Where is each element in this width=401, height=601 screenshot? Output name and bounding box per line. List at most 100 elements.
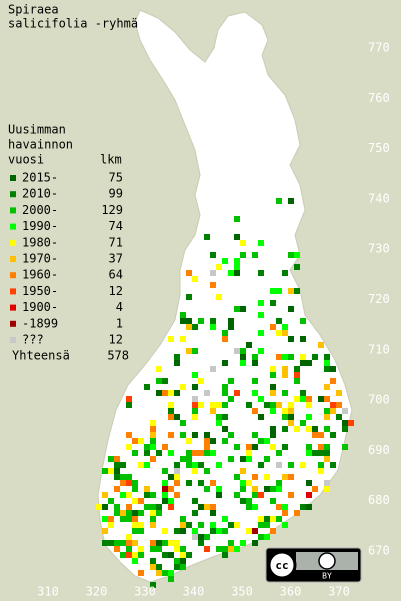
observation-dot xyxy=(252,474,258,480)
observation-dot xyxy=(150,558,156,564)
observation-dot xyxy=(132,510,138,516)
observation-dot xyxy=(228,378,234,384)
observation-dot xyxy=(204,534,210,540)
observation-dot xyxy=(240,468,246,474)
observation-dot xyxy=(162,378,168,384)
observation-dot xyxy=(192,348,198,354)
observation-dot xyxy=(336,402,342,408)
observation-dot xyxy=(186,270,192,276)
observation-dot xyxy=(180,528,186,534)
observation-dot xyxy=(252,528,258,534)
observation-dot xyxy=(318,462,324,468)
observation-dot xyxy=(258,438,264,444)
legend-count: 64 xyxy=(109,268,123,282)
cc-badge: cc BY xyxy=(265,547,362,583)
observation-dot xyxy=(198,534,204,540)
observation-dot xyxy=(228,540,234,546)
observation-dot xyxy=(180,384,186,390)
observation-dot xyxy=(342,420,348,426)
observation-dot xyxy=(186,480,192,486)
observation-dot xyxy=(264,516,270,522)
observation-dot xyxy=(192,510,198,516)
observation-dot xyxy=(318,468,324,474)
observation-dot xyxy=(300,354,306,360)
observation-dot xyxy=(306,396,312,402)
observation-dot xyxy=(294,288,300,294)
observation-dot xyxy=(186,522,192,528)
north-label: 770 xyxy=(368,41,390,55)
observation-dot xyxy=(174,474,180,480)
observation-dot xyxy=(144,450,150,456)
observation-dot xyxy=(138,438,144,444)
observation-dot xyxy=(210,270,216,276)
observation-dot xyxy=(288,288,294,294)
observation-dot xyxy=(282,408,288,414)
observation-dot xyxy=(132,438,138,444)
observation-dot xyxy=(132,540,138,546)
observation-dot xyxy=(180,564,186,570)
east-label: 360 xyxy=(280,585,302,599)
observation-dot xyxy=(270,372,276,378)
observation-dot xyxy=(234,270,240,276)
observation-dot xyxy=(234,234,240,240)
observation-dot xyxy=(258,414,264,420)
observation-dot xyxy=(240,456,246,462)
observation-dot xyxy=(294,372,300,378)
observation-dot xyxy=(246,450,252,456)
observation-dot xyxy=(288,492,294,498)
observation-dot xyxy=(120,510,126,516)
observation-dot xyxy=(288,462,294,468)
observation-dot xyxy=(192,468,198,474)
north-label: 720 xyxy=(368,292,390,306)
observation-dot xyxy=(258,462,264,468)
observation-dot xyxy=(210,480,216,486)
observation-dot xyxy=(282,444,288,450)
north-label: 690 xyxy=(368,443,390,457)
observation-dot xyxy=(240,252,246,258)
legend-count: 12 xyxy=(109,333,123,347)
title: Spiraea salicifolia -ryhmä xyxy=(8,3,138,31)
observation-dot xyxy=(120,552,126,558)
observation-dot xyxy=(156,540,162,546)
observation-dot xyxy=(174,390,180,396)
observation-dot xyxy=(270,324,276,330)
observation-dot xyxy=(210,282,216,288)
observation-dot xyxy=(126,480,132,486)
observation-dot xyxy=(222,402,228,408)
observation-dot xyxy=(150,564,156,570)
observation-dot xyxy=(174,468,180,474)
observation-dot xyxy=(234,348,240,354)
legend-label: 2010- xyxy=(22,187,58,201)
observation-dot xyxy=(228,270,234,276)
observation-dot xyxy=(222,426,228,432)
legend-label: 1980- xyxy=(22,235,58,249)
observation-dot xyxy=(144,384,150,390)
observation-dot xyxy=(324,408,330,414)
observation-dot xyxy=(246,456,252,462)
observation-dot xyxy=(204,234,210,240)
north-label: 740 xyxy=(368,191,390,205)
observation-dot xyxy=(288,198,294,204)
observation-dot xyxy=(132,480,138,486)
observation-dot xyxy=(210,510,216,516)
observation-dot xyxy=(324,456,330,462)
observation-dot xyxy=(252,486,258,492)
observation-dot xyxy=(276,462,282,468)
observation-dot xyxy=(216,546,222,552)
observation-dot xyxy=(186,294,192,300)
observation-dot xyxy=(228,432,234,438)
observation-dot xyxy=(330,432,336,438)
observation-dot xyxy=(288,306,294,312)
observation-dot xyxy=(270,528,276,534)
observation-dot xyxy=(168,414,174,420)
observation-dot xyxy=(198,462,204,468)
observation-dot xyxy=(270,426,276,432)
observation-dot xyxy=(246,498,252,504)
observation-dot xyxy=(240,480,246,486)
observation-dot xyxy=(270,300,276,306)
observation-dot xyxy=(270,384,276,390)
observation-dot xyxy=(288,420,294,426)
observation-dot xyxy=(216,414,222,420)
observation-dot xyxy=(198,378,204,384)
